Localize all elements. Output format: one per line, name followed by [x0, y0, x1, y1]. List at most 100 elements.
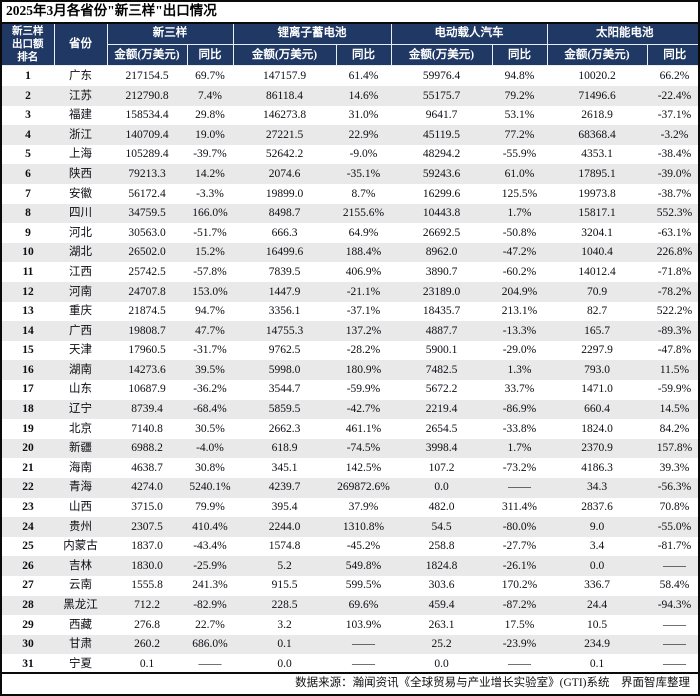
lithium-amount-cell: 2662.3 — [268, 422, 301, 435]
solar-amount-cell: 2370.9 — [581, 442, 613, 455]
solar-amount-cell: 336.7 — [584, 579, 610, 592]
province-cell: 山东 — [69, 383, 92, 396]
lithium-amount-cell: 618.9 — [271, 442, 298, 455]
solar-yoy-cell: 39.3% — [659, 461, 690, 474]
table-row: 31 宁夏 0.1 —— 0.0 —— 0.0 —— 0.1 —— — [2, 654, 698, 673]
lithium-yoy-cell: 22.9% — [348, 128, 379, 141]
new-three-amount-cell: 14273.6 — [128, 363, 166, 376]
lithium-amount-cell: 86118.4 — [266, 89, 303, 102]
new-three-amount-cell: 4274.0 — [131, 481, 163, 494]
province-cell: 四川 — [69, 207, 92, 220]
solar-yoy-cell: 522.2% — [656, 305, 693, 318]
solar-amount-cell: 1471.0 — [581, 383, 613, 396]
ev-yoy-cell: 61.0% — [504, 167, 535, 180]
table-row: 18 辽宁 8739.4 -68.4% 5859.5 -42.7% 2219.4 -86.9%… — [2, 399, 698, 420]
new-three-amount-cell: 712.2 — [134, 599, 160, 611]
group-header-new-three: 新三样 — [106, 23, 234, 46]
ev-yoy-cell: -60.2% — [502, 265, 537, 278]
new-three-amount-cell: 25742.5 — [128, 265, 166, 278]
lithium-yoy-cell: 37.9% — [348, 501, 379, 514]
ev-amount-cell: 459.4 — [428, 599, 455, 611]
table-row: 6 陕西 79213.3 14.2% 2074.6 -35.1% 59243.6 61.0% 1… — [2, 164, 698, 185]
new-three-yoy-cell: 15.2% — [195, 246, 225, 259]
lithium-yoy-cell: 137.2% — [345, 324, 382, 337]
rank-cell: 3 — [25, 109, 31, 122]
table-row: 23 山西 3715.0 79.9% 395.4 37.9% 482.0 311.4% 2837… — [2, 497, 698, 518]
province-cell: 安徽 — [69, 187, 92, 200]
table-row: 27 云南 1555.8 241.3% 915.5 599.5% 303.6 170.2% 33… — [2, 575, 698, 596]
new-three-yoy-cell: 94.7% — [195, 305, 225, 318]
province-cell: 宁夏 — [69, 657, 92, 670]
table-row: 2 江苏 212790.8 7.4% 86118.4 14.6% 55175.7 79.2% 7… — [2, 86, 698, 106]
rank-cell: 31 — [22, 657, 34, 670]
ev-yoy-cell: -26.1% — [502, 559, 537, 572]
lithium-yoy-cell: —— — [352, 638, 375, 651]
new-three-yoy-cell: -57.8% — [193, 265, 227, 278]
solar-yoy-cell: 58.4% — [659, 579, 690, 592]
table-header: 新三样 出口额 排名 省份 新三样 锂离子蓄电池 电动载人汽车 太阳能电池 金额… — [2, 23, 698, 67]
table-row: 16 湖南 14273.6 39.5% 5998.0 180.9% 7482.5 1.3% 79… — [2, 360, 698, 380]
new-three-amount-cell: 260.2 — [134, 638, 160, 651]
new-three-amount-cell: 7140.8 — [131, 422, 163, 435]
new-three-amount-cell: 140709.4 — [125, 128, 169, 141]
solar-amount-cell: 1040.4 — [581, 246, 613, 259]
group-header-solar-cell: 太阳能电池 — [546, 23, 698, 46]
new-three-yoy-cell: 79.9% — [195, 501, 225, 514]
table-row: 29 西藏 276.8 22.7% 3.2 103.9% 263.1 17.5% 10.5 —— — [2, 615, 698, 635]
ev-amount-cell: 0.0 — [434, 481, 449, 494]
lithium-amount-header: 金额(万美元) — [232, 44, 337, 67]
lithium-amount-cell: 2074.6 — [268, 167, 301, 180]
solar-amount-cell: 3.4 — [589, 540, 605, 553]
solar-yoy-cell: -71.8% — [657, 265, 692, 278]
solar-amount-cell: 660.4 — [584, 403, 610, 416]
rank-cell: 4 — [25, 128, 31, 141]
rank-column-header: 新三样 出口额 排名 — [2, 23, 55, 67]
ev-yoy-cell: -87.2% — [502, 599, 537, 611]
new-three-amount-cell: 8739.4 — [131, 403, 163, 416]
new-three-yoy-cell: 39.5% — [195, 363, 225, 376]
table-row: 12 河南 24707.8 153.0% 1447.9 -21.1% 23189.0 204.… — [2, 282, 698, 302]
lithium-yoy-cell: 599.5% — [345, 579, 382, 592]
ev-yoy-cell: 125.5% — [501, 187, 538, 200]
lithium-yoy-cell: -37.1% — [346, 305, 381, 318]
new-three-amount-cell: 30563.0 — [128, 226, 166, 239]
lithium-yoy-cell: -28.2% — [346, 344, 381, 357]
table-row: 1 广东 217154.5 69.7% 147157.9 61.4% 59976.4 94.8… — [2, 65, 698, 87]
lithium-amount-cell: 915.5 — [271, 579, 298, 592]
solar-yoy-cell: -22.4% — [657, 89, 692, 102]
ev-yoy-cell: —— — [508, 481, 531, 494]
ev-yoy-cell: -33.8% — [502, 422, 537, 435]
rank-cell: 6 — [25, 167, 31, 180]
ev-yoy-cell: -13.3% — [502, 324, 537, 337]
lithium-amount-cell: 14755.3 — [265, 324, 304, 337]
lithium-yoy-cell: 142.5% — [345, 461, 382, 474]
ev-yoy-cell: 94.8% — [504, 69, 535, 82]
lithium-amount-cell: 228.5 — [271, 599, 298, 611]
table-row: 24 贵州 2307.5 410.4% 2244.0 1310.8% 54.5 -80.0% 9… — [2, 517, 698, 537]
new-three-yoy-cell: 30.8% — [195, 461, 225, 474]
ev-amount-cell: 25.2 — [431, 638, 452, 651]
province-cell: 贵州 — [69, 520, 92, 533]
table-row: 10 湖北 26502.0 15.2% 16499.6 188.4% 8962.0 -47.2… — [2, 242, 698, 263]
table-row: 21 海南 4638.7 30.8% 345.1 142.5% 107.2 -73.2% 418… — [2, 458, 698, 478]
rank-cell: 2 — [25, 89, 31, 102]
province-cell: 海南 — [69, 461, 92, 474]
new-three-yoy-cell: 29.8% — [195, 109, 225, 122]
rank-cell: 30 — [22, 638, 34, 651]
rank-cell: 9 — [25, 226, 31, 239]
ev-amount-cell: 18435.7 — [422, 305, 461, 318]
lithium-yoy-cell: -9.0% — [349, 148, 378, 161]
ev-yoy-cell: -50.8% — [502, 226, 537, 239]
province-cell: 上海 — [69, 148, 92, 161]
ev-amount-cell: 55175.7 — [422, 89, 461, 102]
ev-amount-cell: 59976.4 — [422, 69, 461, 82]
lithium-yoy-cell: 461.1% — [345, 422, 382, 435]
ev-yoy-cell: -47.2% — [502, 246, 537, 259]
ev-amount-cell: 1824.8 — [425, 559, 458, 572]
rank-cell: 22 — [22, 481, 34, 494]
solar-amount-cell: 0.1 — [589, 657, 605, 670]
solar-yoy-cell: -94.3% — [657, 599, 692, 611]
ev-yoy-cell: 1.3% — [507, 363, 532, 376]
new-three-yoy-cell: -25.9% — [193, 559, 227, 572]
